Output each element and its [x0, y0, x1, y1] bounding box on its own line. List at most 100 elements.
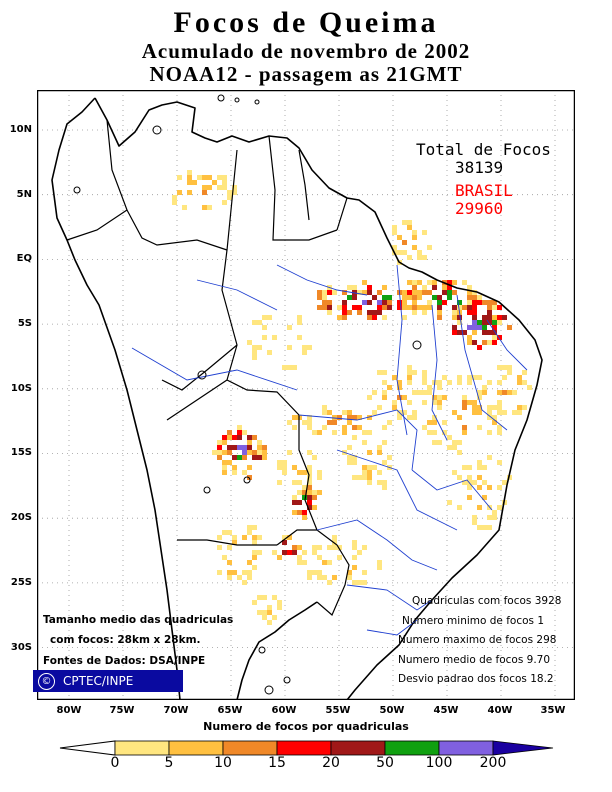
fire-cell — [472, 315, 477, 320]
fire-cell — [407, 400, 412, 405]
fire-cell — [242, 455, 247, 460]
fire-cell — [352, 460, 357, 465]
copyright-icon: © — [38, 673, 55, 690]
fire-cell — [302, 350, 307, 355]
fire-cell — [442, 395, 447, 400]
total-value: 38139 — [455, 158, 504, 177]
fire-cell — [452, 440, 457, 445]
fire-cell — [327, 560, 332, 565]
fire-cell — [257, 535, 262, 540]
fire-cell — [367, 315, 372, 320]
fire-cell — [287, 535, 292, 540]
fire-cell — [297, 320, 302, 325]
fire-cell — [402, 240, 407, 245]
fire-cell — [322, 295, 327, 300]
fire-cell — [377, 300, 382, 305]
fire-cell — [477, 295, 482, 300]
fire-cell — [442, 300, 447, 305]
fire-cell — [322, 425, 327, 430]
fire-cell — [492, 315, 497, 320]
fire-cell — [487, 455, 492, 460]
fire-cell — [277, 460, 282, 465]
fire-cell — [357, 290, 362, 295]
fire-cell — [257, 345, 262, 350]
fire-cell — [297, 335, 302, 340]
fire-cell — [422, 290, 427, 295]
fire-cell — [217, 570, 222, 575]
fire-cell — [297, 555, 302, 560]
lon-tick: 45W — [433, 705, 459, 716]
fire-cell — [242, 450, 247, 455]
fire-cell — [497, 425, 502, 430]
total-label: Total de Focos — [416, 140, 551, 159]
fire-cell — [377, 445, 382, 450]
fire-cell — [402, 295, 407, 300]
fire-cell — [482, 340, 487, 345]
fire-cell — [407, 225, 412, 230]
fire-cell — [452, 445, 457, 450]
fire-cell — [262, 615, 267, 620]
fire-cell — [362, 440, 367, 445]
fire-cell — [472, 410, 477, 415]
fire-cell — [467, 310, 472, 315]
fire-cell — [417, 280, 422, 285]
fire-cell — [352, 580, 357, 585]
fire-cell — [292, 550, 297, 555]
fire-cell — [202, 175, 207, 180]
fire-cell — [447, 445, 452, 450]
fire-cell — [277, 480, 282, 485]
fire-cell — [467, 465, 472, 470]
fire-cell — [497, 315, 502, 320]
islands — [73, 94, 422, 695]
fire-cell — [407, 305, 412, 310]
fire-cell — [362, 475, 367, 480]
fire-cell — [477, 345, 482, 350]
fire-cell — [432, 440, 437, 445]
fire-cell — [472, 400, 477, 405]
fire-cell — [427, 390, 432, 395]
lon-tick: 40W — [487, 705, 513, 716]
fire-cell — [422, 375, 427, 380]
fire-cell — [317, 470, 322, 475]
fire-cell — [487, 315, 492, 320]
lon-tick: 80W — [56, 705, 82, 716]
fire-cell — [267, 620, 272, 625]
fire-cell — [252, 345, 257, 350]
fire-cell — [457, 475, 462, 480]
fire-cell — [367, 285, 372, 290]
fire-cell — [307, 570, 312, 575]
fire-cell — [482, 465, 487, 470]
fire-cell — [347, 295, 352, 300]
fire-cell — [362, 570, 367, 575]
fire-cell — [287, 550, 292, 555]
fire-cell — [252, 355, 257, 360]
fire-cell — [332, 545, 337, 550]
fire-cell — [357, 550, 362, 555]
fire-cell — [492, 340, 497, 345]
fire-cell — [257, 445, 262, 450]
fire-cell — [287, 365, 292, 370]
fire-cell — [342, 315, 347, 320]
fire-cell — [342, 430, 347, 435]
fire-cell — [302, 420, 307, 425]
fire-cell — [467, 380, 472, 385]
fire-cell — [412, 280, 417, 285]
fire-cell — [467, 485, 472, 490]
fire-cell — [422, 400, 427, 405]
fire-cell — [447, 280, 452, 285]
fire-cell — [327, 310, 332, 315]
fire-cell — [462, 400, 467, 405]
fire-cell — [202, 185, 207, 190]
fire-cell — [187, 180, 192, 185]
fire-cell — [272, 335, 277, 340]
fire-cell — [202, 205, 207, 210]
fire-cell — [257, 320, 262, 325]
fire-cell — [302, 485, 307, 490]
fire-cell — [352, 285, 357, 290]
fire-cell — [412, 300, 417, 305]
lon-tick: 55W — [325, 705, 351, 716]
fire-cell — [307, 470, 312, 475]
fire-cell — [372, 410, 377, 415]
country-borders — [66, 119, 350, 616]
fire-cell — [302, 495, 307, 500]
